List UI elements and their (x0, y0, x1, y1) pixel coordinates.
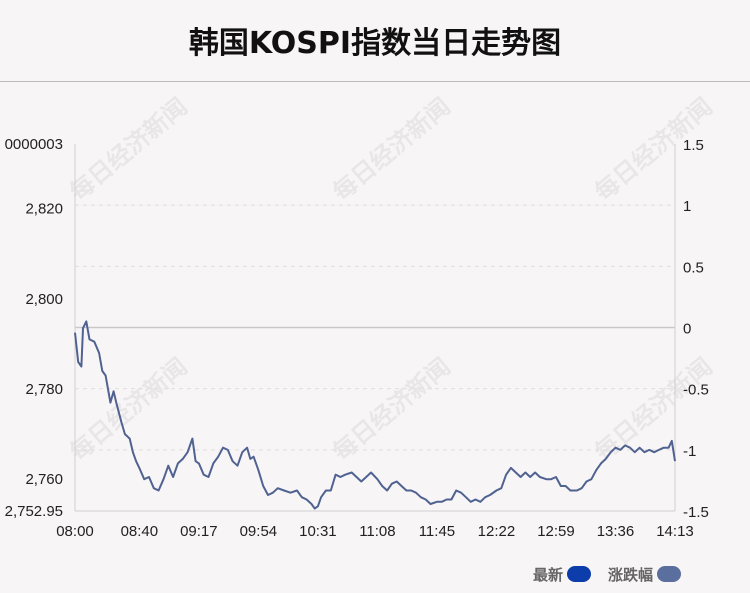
y-left-tick-label: 2,820 (25, 201, 63, 218)
tick-labels: 00000032,8202,8002,7802,7602,752.951.510… (5, 136, 709, 540)
x-tick-label: 09:54 (240, 523, 278, 540)
legend-item-latest[interactable]: 最新 (533, 563, 592, 585)
y-left-tick-label: 2,780 (25, 381, 63, 398)
legend-swatch-latest (567, 566, 592, 582)
y-left-tick-label: 2,760 (25, 471, 63, 488)
chart-title: 韩国KOSPI指数当日走势图 (188, 26, 562, 61)
y-right-tick-label: 0.5 (683, 259, 704, 276)
y-right-tick-label: -0.5 (683, 382, 709, 399)
legend-swatch-change (657, 566, 682, 582)
x-tick-label: 12:22 (478, 523, 516, 540)
y-right-tick-label: 1 (683, 198, 691, 215)
x-tick-label: 12:59 (537, 523, 575, 540)
legend-label-latest: 最新 (533, 565, 564, 584)
y-left-tick-label: 0000003 (5, 136, 63, 153)
y-right-tick-label: 1.5 (683, 137, 704, 154)
x-tick-label: 08:00 (56, 523, 94, 540)
title-divider (0, 81, 750, 82)
y-right-tick-label: -1.5 (683, 504, 709, 521)
series-line-kospi (74, 320, 676, 510)
x-tick-label: 11:08 (359, 523, 395, 540)
legend-item-change[interactable]: 涨跌幅 (608, 563, 682, 585)
x-tick-label: 08:40 (121, 523, 159, 540)
x-tick-label: 09:17 (180, 523, 218, 540)
x-tick-label: 11:45 (419, 523, 455, 540)
legend-label-change: 涨跌幅 (608, 565, 654, 584)
y-right-tick-label: -1 (683, 443, 696, 460)
x-tick-label: 13:36 (597, 523, 635, 540)
y-left-tick-label: 2,800 (25, 291, 63, 308)
axes (74, 144, 676, 512)
y-right-tick-label: 0 (683, 321, 691, 338)
series-line-layer (74, 320, 676, 510)
x-tick-label: 10:31 (299, 523, 337, 540)
y-left-tick-label: 2,752.95 (5, 503, 63, 520)
grid-lines (75, 204, 675, 451)
x-tick-label: 14:13 (656, 523, 694, 540)
